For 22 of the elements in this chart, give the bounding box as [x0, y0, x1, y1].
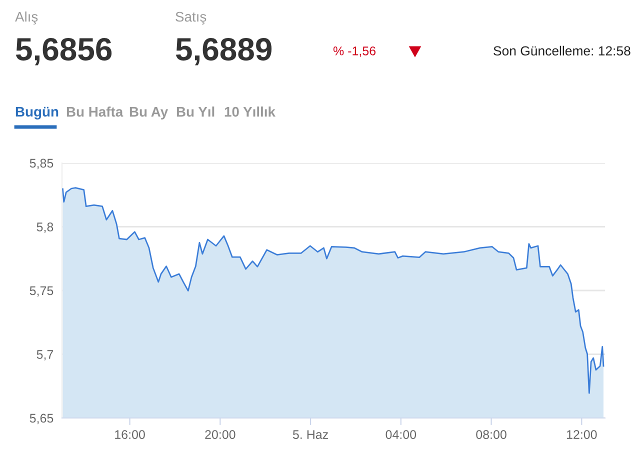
y-tick-label: 5,75: [30, 286, 54, 297]
x-tick-label: 5. Haz: [292, 430, 328, 439]
text: 5,6889: [176, 38, 272, 66]
text: 5,6856: [16, 38, 112, 66]
y-tick-label: 5,65: [30, 414, 54, 424]
text: Alış: [15, 11, 38, 25]
text: 10 Yıllık: [224, 106, 276, 117]
x-tick-label: 08:00: [476, 430, 506, 439]
text: Bu Ay: [130, 107, 168, 120]
text: Bu Yıl: [176, 106, 214, 117]
text: % -1,56: [333, 46, 376, 57]
text: Satış: [176, 12, 206, 24]
text: Bu Hafta: [66, 106, 124, 117]
x-tick-label: 12:00: [566, 430, 597, 439]
y-tick-label: 5,7: [36, 350, 54, 360]
y-tick-label: 5,8: [36, 222, 54, 233]
x-tick-label: 20:00: [205, 430, 236, 439]
x-tick-label: 04:00: [386, 430, 416, 439]
x-tick-label: 16:00: [115, 430, 145, 439]
text: Bugün: [16, 106, 58, 120]
y-tick-label: 5,85: [30, 158, 54, 170]
text: Son Güncelleme: 12:58: [494, 46, 630, 56]
